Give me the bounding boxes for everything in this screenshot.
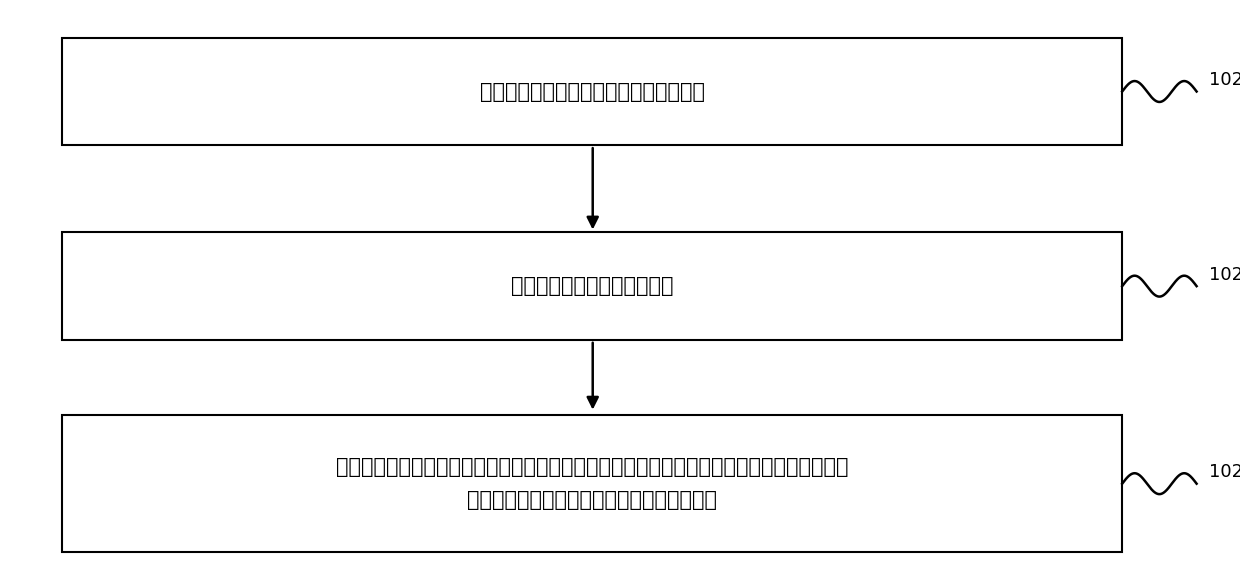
Text: 1022: 1022 bbox=[1209, 266, 1240, 284]
Text: 1023: 1023 bbox=[1209, 463, 1240, 481]
Bar bbox=[62, 415, 1122, 552]
Text: 1021: 1021 bbox=[1209, 71, 1240, 89]
Bar bbox=[62, 232, 1122, 340]
Text: 获取上一周期的第一温度数据: 获取上一周期的第一温度数据 bbox=[511, 276, 673, 296]
Text: 获取该电动车部件对应的该预设滤波系数: 获取该电动车部件对应的该预设滤波系数 bbox=[480, 81, 704, 102]
Text: 将该当前周期的第一温度数据、该预设滤波系数以及该上一周期的第一温度数据作为一阶滤波
器的输入值，得到该当前周期的第二温度数据: 将该当前周期的第一温度数据、该预设滤波系数以及该上一周期的第一温度数据作为一阶滤… bbox=[336, 457, 848, 510]
Bar bbox=[62, 38, 1122, 145]
